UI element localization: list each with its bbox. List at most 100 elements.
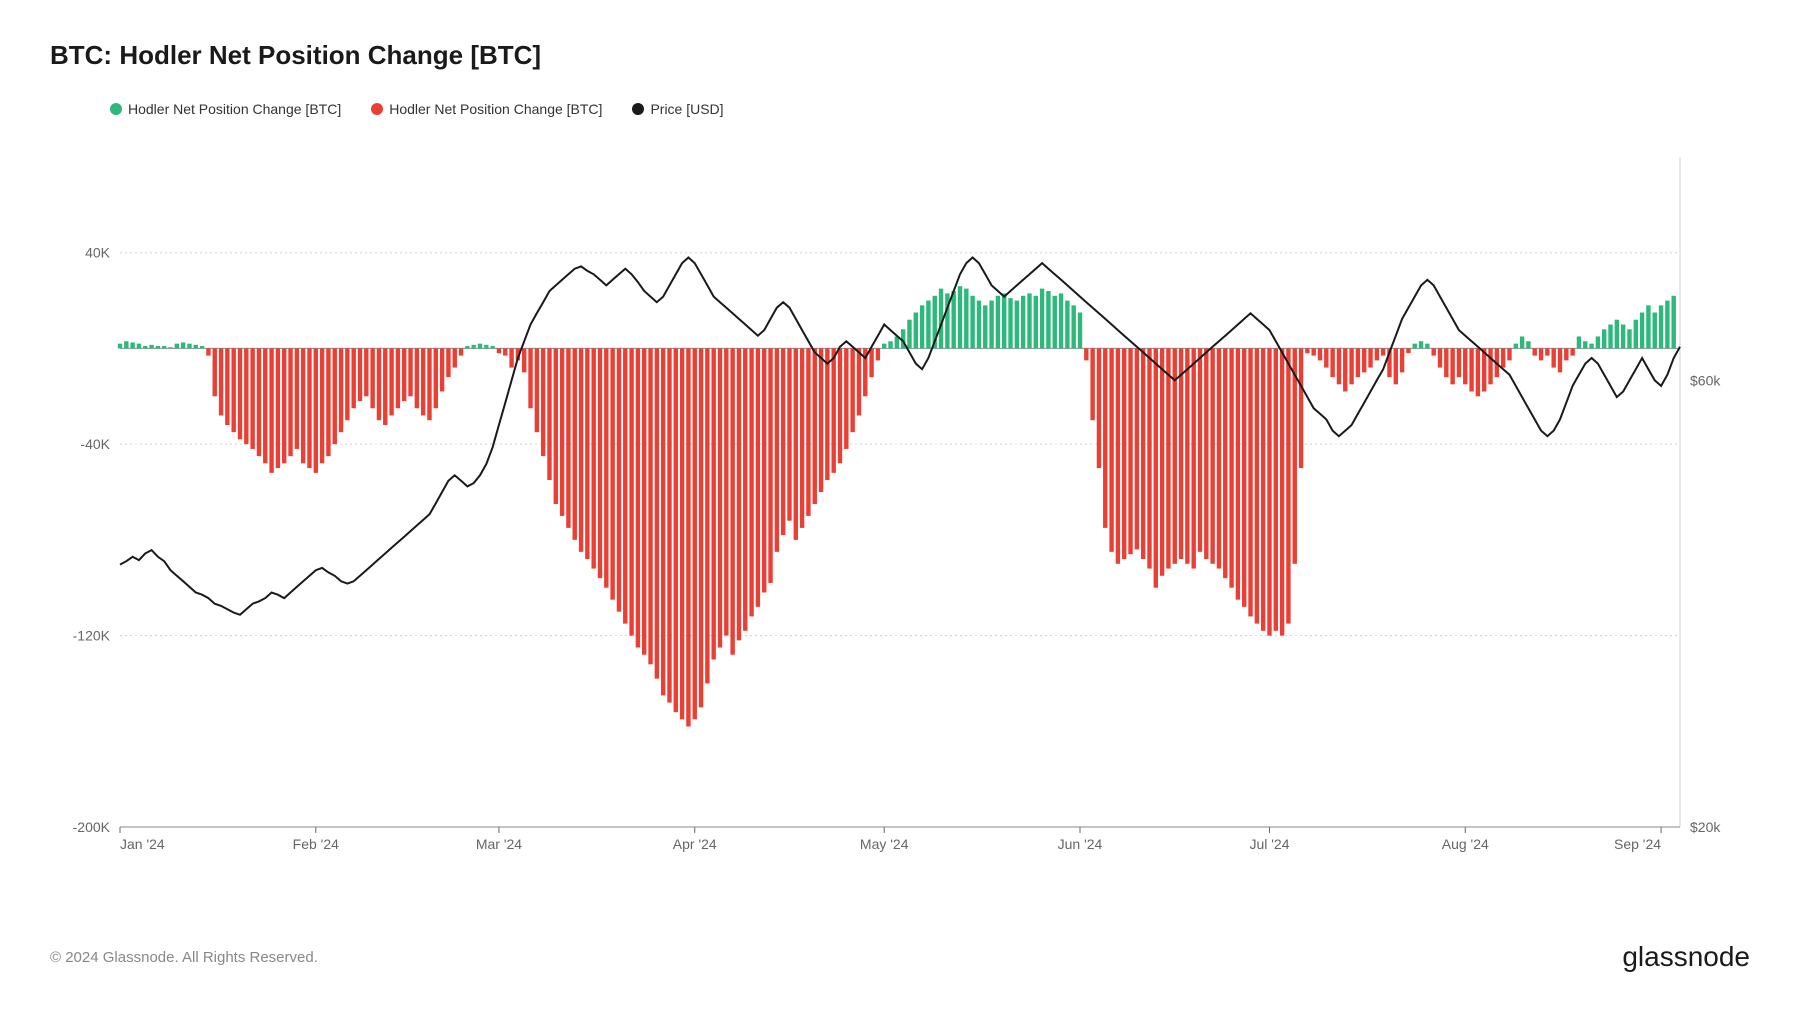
- legend-negative: Hodler Net Position Change [BTC]: [371, 101, 602, 117]
- bar: [1008, 298, 1012, 348]
- x-tick-label: Aug '24: [1442, 836, 1489, 852]
- bar: [958, 286, 962, 348]
- bar: [541, 348, 545, 456]
- legend-price: Price [USD]: [632, 101, 723, 117]
- bar: [1191, 348, 1195, 568]
- bar: [522, 348, 526, 372]
- bar: [282, 348, 286, 463]
- bar: [1002, 293, 1006, 348]
- bar: [528, 348, 532, 408]
- bar: [762, 348, 766, 592]
- bar: [206, 348, 210, 355]
- bar: [364, 348, 368, 396]
- bar: [1558, 348, 1562, 372]
- chart-container: -200K-120K-40K40K$20k$60kJan '24Feb '24M…: [50, 127, 1750, 887]
- bar: [888, 341, 892, 348]
- bar: [686, 348, 690, 726]
- bar: [566, 348, 570, 527]
- bar: [339, 348, 343, 432]
- bar: [1337, 348, 1341, 384]
- bar: [1217, 348, 1221, 568]
- bar: [149, 345, 153, 349]
- bar: [181, 342, 185, 348]
- bar: [219, 348, 223, 415]
- copyright-text: © 2024 Glassnode. All Rights Reserved.: [50, 949, 318, 966]
- bar: [844, 348, 848, 449]
- bar: [1596, 336, 1600, 348]
- bar: [636, 348, 640, 647]
- bar: [914, 313, 918, 349]
- bar: [377, 348, 381, 420]
- legend-dot-price: [632, 103, 644, 115]
- bar: [257, 348, 261, 456]
- bar: [850, 348, 854, 432]
- bar: [781, 348, 785, 535]
- bar: [591, 348, 595, 568]
- bar: [794, 348, 798, 539]
- bar: [162, 346, 166, 348]
- bar: [130, 342, 134, 348]
- bar: [1438, 348, 1442, 367]
- bar: [907, 320, 911, 349]
- x-tick-label: Feb '24: [293, 836, 339, 852]
- bar: [1311, 348, 1315, 355]
- bar: [1665, 301, 1669, 349]
- bar: [370, 348, 374, 408]
- bar: [1053, 296, 1057, 349]
- y-left-tick-label: -120K: [73, 628, 111, 644]
- bar: [471, 345, 475, 349]
- bar: [882, 344, 886, 349]
- bar: [648, 348, 652, 664]
- bar: [389, 348, 393, 415]
- bar: [869, 348, 873, 377]
- bar: [168, 347, 172, 348]
- x-tick-label: Apr '24: [673, 836, 717, 852]
- brand-logo: glassnode: [1622, 941, 1750, 973]
- bar: [598, 348, 602, 578]
- bar: [1204, 348, 1208, 559]
- bar: [1621, 325, 1625, 349]
- bar: [977, 301, 981, 349]
- bar: [1425, 344, 1429, 349]
- bar: [547, 348, 551, 480]
- bar: [1040, 289, 1044, 349]
- legend: Hodler Net Position Change [BTC] Hodler …: [110, 101, 1750, 117]
- bar: [1229, 348, 1233, 587]
- bar: [484, 345, 488, 349]
- bar: [667, 348, 671, 702]
- bar: [194, 345, 198, 349]
- bar: [250, 348, 254, 449]
- legend-label-positive: Hodler Net Position Change [BTC]: [128, 101, 341, 117]
- bar: [421, 348, 425, 415]
- bar: [1185, 348, 1189, 563]
- bar: [1046, 291, 1050, 348]
- bar: [478, 344, 482, 349]
- bar: [143, 346, 147, 348]
- bar: [383, 348, 387, 425]
- bar: [1577, 336, 1581, 348]
- bar: [434, 348, 438, 408]
- bar: [573, 348, 577, 539]
- bar: [1646, 305, 1650, 348]
- bar: [1368, 348, 1372, 367]
- bar: [1520, 336, 1524, 348]
- y-right-tick-label: $20k: [1690, 819, 1721, 835]
- bar: [465, 346, 469, 348]
- bar: [1476, 348, 1480, 396]
- bar: [585, 348, 589, 559]
- bar: [1154, 348, 1158, 587]
- bar: [118, 344, 122, 349]
- bar: [876, 348, 880, 360]
- bar: [926, 301, 930, 349]
- bar: [831, 348, 835, 472]
- bar: [1103, 348, 1107, 527]
- bar: [970, 296, 974, 349]
- bar: [1539, 348, 1543, 360]
- bar: [1293, 348, 1297, 563]
- bar: [1330, 348, 1334, 377]
- bar: [156, 346, 160, 348]
- bar: [1406, 348, 1410, 353]
- bar: [1274, 348, 1278, 630]
- bar: [1071, 305, 1075, 348]
- bar: [756, 348, 760, 606]
